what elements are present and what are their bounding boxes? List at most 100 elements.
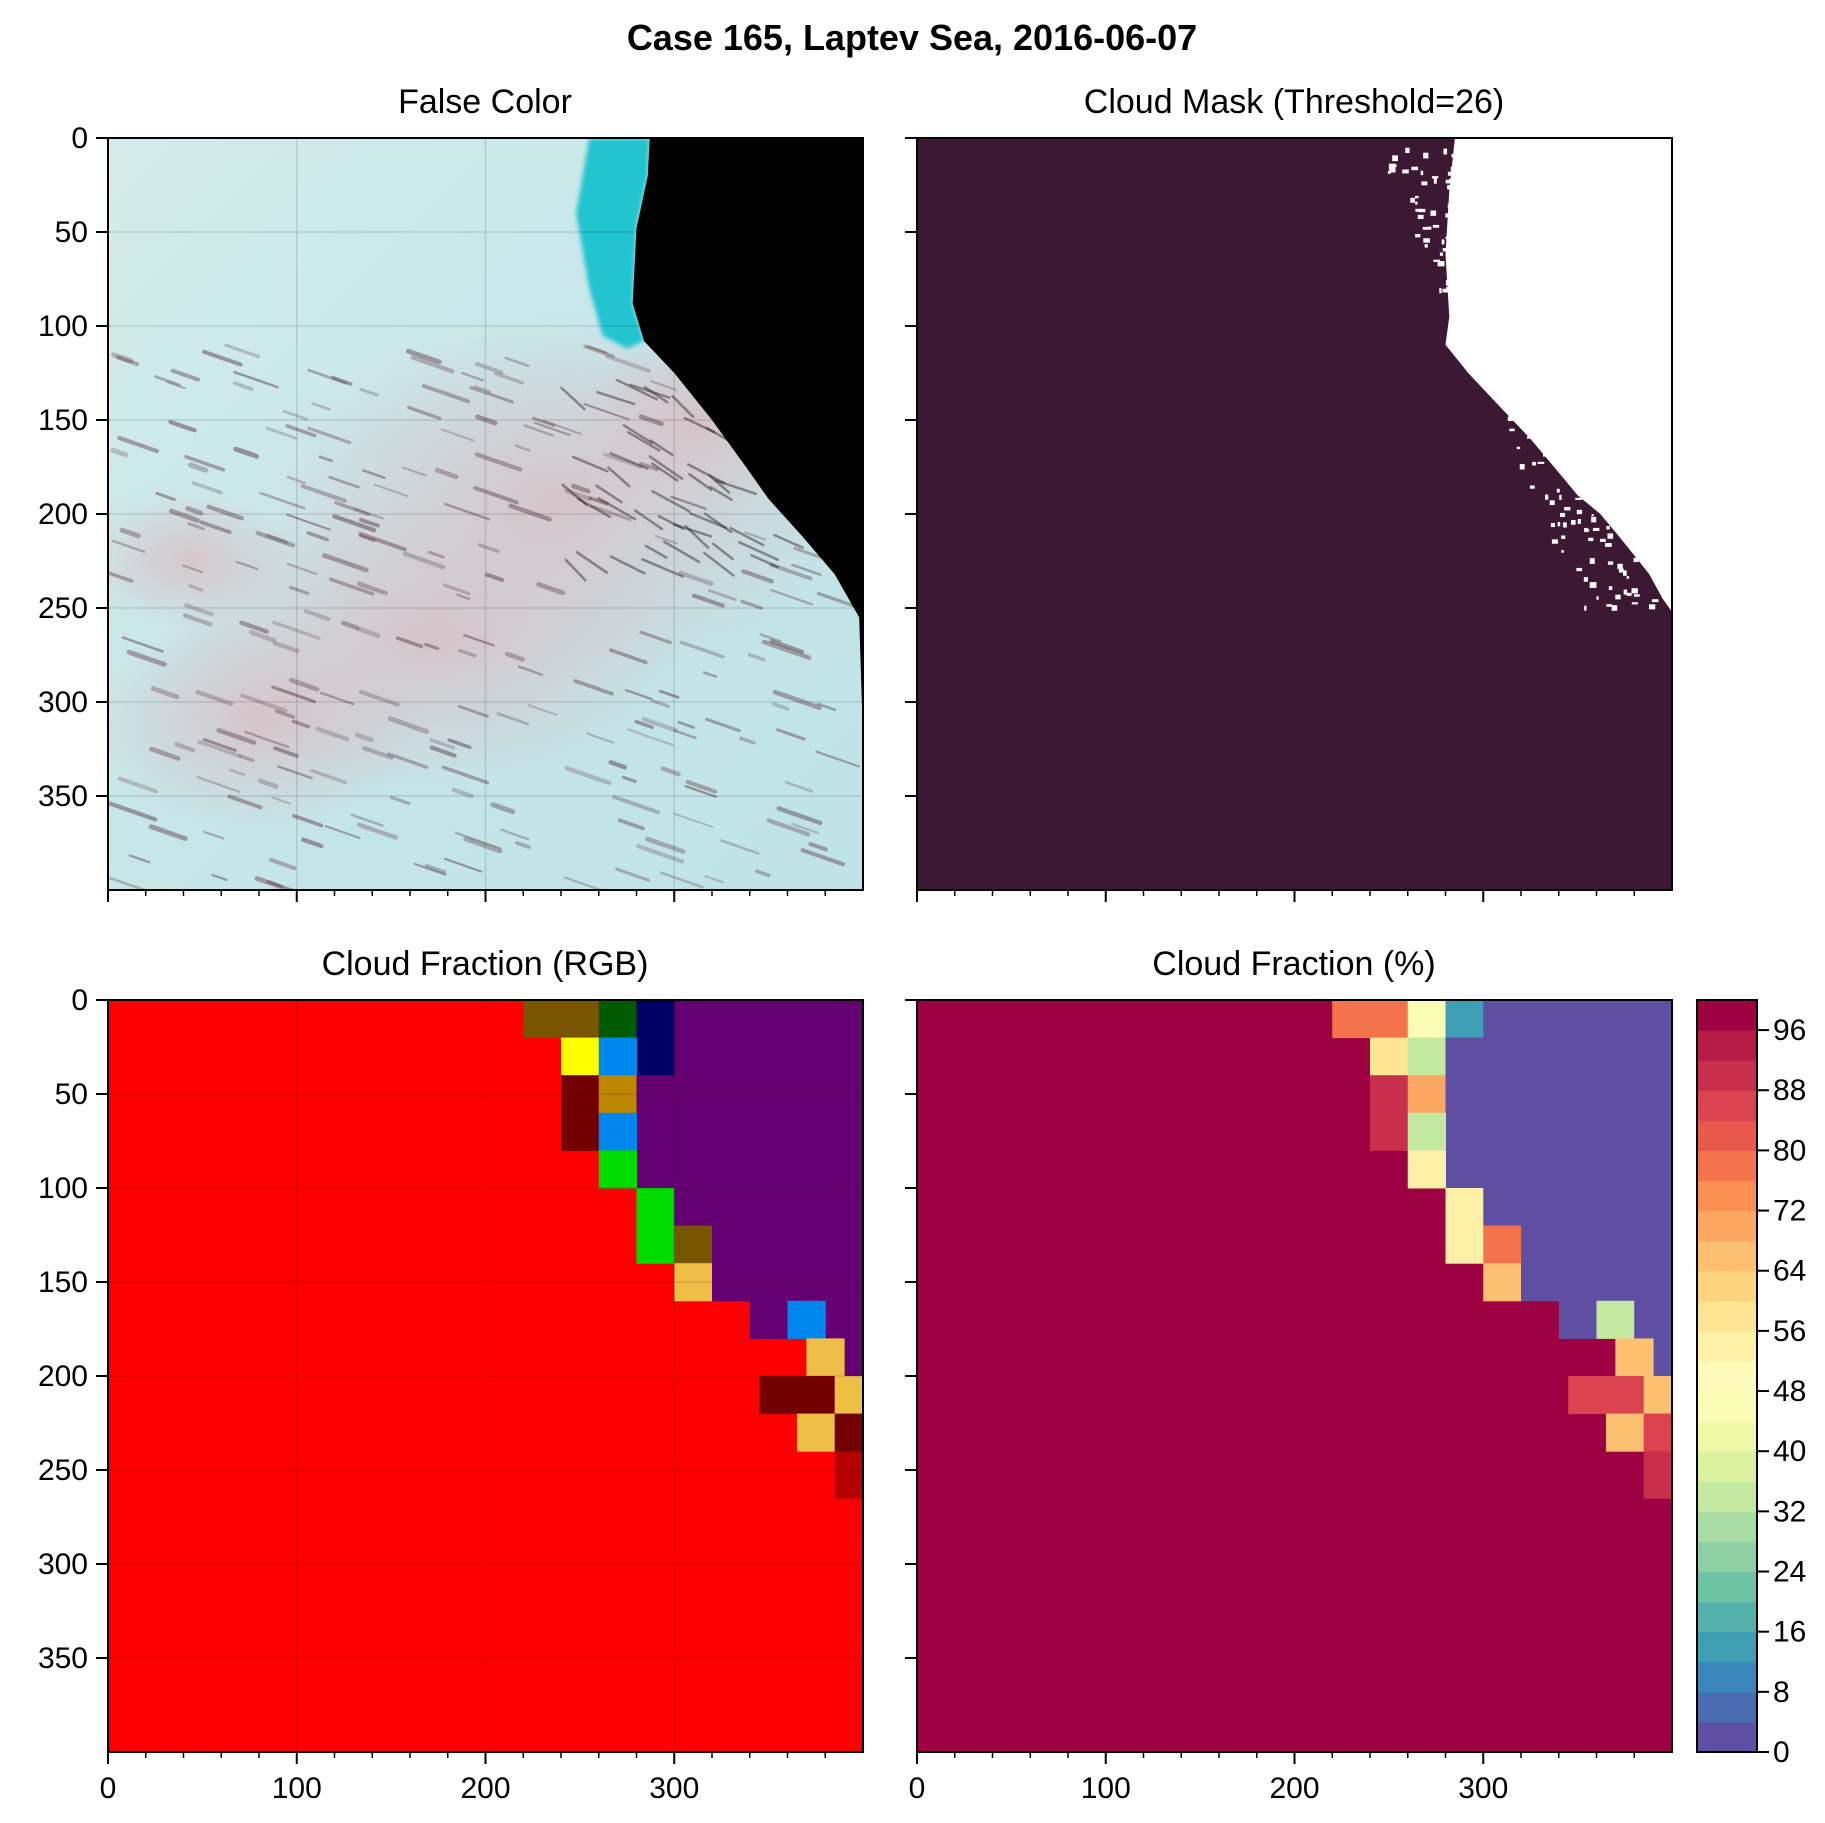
- cloud-streak: [211, 873, 228, 882]
- cloud-streak: [259, 491, 306, 510]
- y-tick-label: 300: [38, 686, 88, 719]
- cloud-streak: [216, 727, 257, 745]
- colorbar-band: [1697, 1631, 1757, 1663]
- cloud-streak: [288, 585, 310, 596]
- colorbar-tick-label: 80: [1773, 1134, 1806, 1167]
- x-tick-label: 100: [1081, 1772, 1131, 1805]
- cloud-streak: [644, 836, 686, 854]
- cloud-streak: [638, 414, 664, 427]
- clear-speck: [1478, 223, 1484, 230]
- clear-speck: [1557, 521, 1561, 527]
- x-tick-label: 200: [1269, 1772, 1319, 1805]
- cloud-streak: [641, 716, 678, 733]
- clear-speck: [1561, 535, 1566, 539]
- pct-cell: [1445, 1188, 1484, 1264]
- cloud-streak: [496, 712, 530, 726]
- clear-speck: [1430, 210, 1437, 216]
- cloud-streak: [474, 361, 504, 375]
- cloud-streak: [224, 343, 261, 359]
- cloud-streak: [429, 745, 457, 758]
- clear-speck: [1490, 381, 1496, 385]
- cloud-streak: [255, 530, 296, 548]
- clear-speck: [1474, 357, 1480, 362]
- y-tick-label: 350: [38, 1642, 88, 1675]
- cloud-streak: [359, 517, 380, 528]
- rgb-cell: [636, 1000, 675, 1076]
- clear-speck: [1509, 292, 1513, 297]
- clear-speck: [1613, 524, 1616, 529]
- clear-speck: [1421, 181, 1428, 186]
- cloud-streak: [573, 679, 614, 696]
- clear-speck: [1512, 365, 1518, 371]
- cloud-streak: [514, 444, 531, 452]
- clear-speck: [1500, 306, 1507, 311]
- clear-speck: [1485, 296, 1492, 303]
- cloud-streak: [469, 386, 515, 404]
- clear-speck: [1520, 355, 1528, 362]
- rgb-cell: [674, 1263, 713, 1302]
- cloud-fraction-rgb-cells: [523, 1000, 863, 1499]
- clear-speck: [1648, 604, 1656, 610]
- clear-speck: [1608, 586, 1613, 591]
- cloud-streak: [741, 569, 774, 584]
- cloud-streak: [639, 630, 672, 645]
- clear-speck: [1447, 171, 1455, 176]
- clear-speck: [1482, 315, 1488, 321]
- clear-speck: [1454, 241, 1458, 246]
- cloud-streak: [413, 862, 447, 876]
- cloud-streak: [331, 375, 353, 386]
- cloud-streak: [648, 455, 684, 480]
- cloud-streak: [307, 426, 352, 445]
- cloud-streak: [659, 871, 704, 889]
- rgb-cell: [787, 1300, 826, 1339]
- cloud-streak: [625, 689, 653, 701]
- cloud-streak: [461, 372, 485, 382]
- cloud-streak: [586, 345, 608, 354]
- cloud-streak: [121, 636, 164, 653]
- cloud-streak: [523, 424, 555, 437]
- colorbar-ticks: 0 8 16 24 32 40 48 56 64 72 80 88 96: [1757, 1014, 1806, 1769]
- cloud-streak: [356, 581, 388, 596]
- pct-cell: [1643, 1413, 1672, 1452]
- cloud-streak: [356, 626, 381, 639]
- cloud-streak: [434, 467, 459, 480]
- cloud-streak: [235, 560, 259, 570]
- clear-speck: [1549, 500, 1555, 506]
- clear-speck: [1481, 293, 1487, 298]
- cloud-mask-specks: [1387, 147, 1659, 611]
- cloud-streak: [170, 368, 200, 382]
- cloud-mask-clear-area: [1445, 138, 1672, 612]
- cloud-streak: [447, 738, 472, 750]
- cloud-streak: [651, 462, 679, 482]
- rgb-cell: [598, 1150, 637, 1189]
- ticks-cloud-fraction-rgb: 0 100 200 300 0 50 100 150 200 250 300 350: [38, 984, 826, 1805]
- clear-speck: [1445, 179, 1453, 184]
- cloud-streak: [334, 501, 371, 516]
- cloud-streak: [265, 426, 298, 440]
- cloud-streak: [332, 514, 377, 533]
- cloud-streak: [504, 356, 530, 368]
- colorbar-band: [1697, 1481, 1757, 1512]
- clear-speck: [1597, 500, 1605, 505]
- cloud-streak: [685, 780, 718, 794]
- rgb-cell: [636, 1188, 675, 1264]
- rgb-cell: [834, 1413, 863, 1452]
- cloud-streak: [148, 824, 188, 842]
- clear-speck: [1607, 533, 1614, 539]
- clear-speck: [1607, 561, 1614, 565]
- pct-cell: [1370, 1075, 1409, 1151]
- clear-speck: [1575, 486, 1580, 491]
- colorbar-band: [1697, 1300, 1757, 1332]
- clear-speck: [1481, 333, 1487, 336]
- colorbar-band: [1697, 1421, 1757, 1452]
- cloud-streak: [670, 495, 707, 510]
- clear-speck: [1626, 592, 1632, 596]
- clear-speck: [1586, 528, 1590, 532]
- clear-speck: [1402, 169, 1409, 174]
- cloud-streak: [766, 818, 811, 837]
- clear-speck: [1589, 582, 1597, 588]
- clear-speck: [1483, 229, 1487, 232]
- colorbar-band: [1697, 1330, 1757, 1362]
- clear-speck: [1476, 344, 1482, 350]
- colorbar-band: [1697, 1150, 1757, 1182]
